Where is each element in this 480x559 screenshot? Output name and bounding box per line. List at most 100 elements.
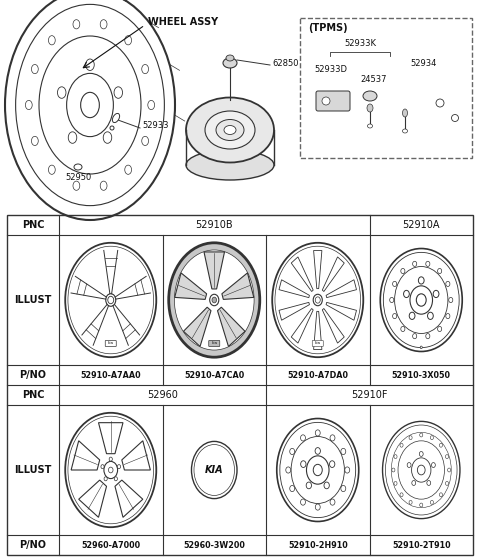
Ellipse shape <box>449 297 453 302</box>
Ellipse shape <box>439 493 443 497</box>
Ellipse shape <box>101 465 104 468</box>
Text: kia: kia <box>108 342 114 345</box>
Text: PNC: PNC <box>22 220 44 230</box>
Ellipse shape <box>403 109 408 117</box>
Text: 52960-3W200: 52960-3W200 <box>183 541 245 549</box>
Ellipse shape <box>439 443 443 447</box>
Ellipse shape <box>324 482 329 489</box>
Ellipse shape <box>416 294 426 306</box>
FancyBboxPatch shape <box>209 340 220 347</box>
Text: kia: kia <box>211 342 217 345</box>
Polygon shape <box>222 273 254 300</box>
Ellipse shape <box>428 312 433 319</box>
Ellipse shape <box>300 499 305 505</box>
Ellipse shape <box>226 55 234 61</box>
Ellipse shape <box>216 120 244 140</box>
Ellipse shape <box>32 136 38 145</box>
Ellipse shape <box>114 87 122 98</box>
Ellipse shape <box>418 465 425 475</box>
Ellipse shape <box>25 101 32 110</box>
Ellipse shape <box>112 113 120 122</box>
Text: 52910B: 52910B <box>195 220 233 230</box>
Text: 52934: 52934 <box>410 59 436 68</box>
Ellipse shape <box>73 20 80 29</box>
Text: 62850: 62850 <box>272 59 299 69</box>
Ellipse shape <box>109 457 112 461</box>
Ellipse shape <box>110 126 114 130</box>
Ellipse shape <box>108 296 114 304</box>
FancyBboxPatch shape <box>316 91 350 111</box>
Ellipse shape <box>407 463 411 467</box>
Ellipse shape <box>81 92 99 117</box>
Ellipse shape <box>445 454 448 458</box>
Ellipse shape <box>205 111 255 149</box>
Ellipse shape <box>125 165 132 174</box>
Text: 52933K: 52933K <box>344 40 376 49</box>
Text: 52960: 52960 <box>147 390 178 400</box>
Ellipse shape <box>341 448 346 454</box>
Ellipse shape <box>432 463 435 467</box>
Ellipse shape <box>401 268 405 273</box>
Polygon shape <box>217 307 245 347</box>
Ellipse shape <box>409 312 415 319</box>
Text: 52910-A7CA0: 52910-A7CA0 <box>184 371 244 380</box>
Ellipse shape <box>452 115 458 121</box>
Ellipse shape <box>142 64 148 74</box>
Bar <box>7 215 473 555</box>
FancyBboxPatch shape <box>312 340 323 347</box>
Ellipse shape <box>403 129 408 133</box>
Ellipse shape <box>86 59 94 70</box>
Ellipse shape <box>103 132 112 143</box>
Ellipse shape <box>390 297 394 302</box>
FancyBboxPatch shape <box>105 340 116 347</box>
Ellipse shape <box>394 454 397 458</box>
Ellipse shape <box>74 164 82 170</box>
Ellipse shape <box>413 261 417 267</box>
Ellipse shape <box>186 97 274 163</box>
Ellipse shape <box>431 435 433 439</box>
Text: 52910-2T910: 52910-2T910 <box>392 541 451 549</box>
Ellipse shape <box>142 136 148 145</box>
Ellipse shape <box>420 433 423 437</box>
Ellipse shape <box>446 281 450 287</box>
Polygon shape <box>183 307 211 347</box>
Ellipse shape <box>315 297 320 303</box>
Ellipse shape <box>186 150 274 180</box>
Text: ILLUST: ILLUST <box>14 295 52 305</box>
Ellipse shape <box>445 481 448 485</box>
Ellipse shape <box>174 250 254 350</box>
Ellipse shape <box>300 461 306 467</box>
Ellipse shape <box>330 435 335 441</box>
Ellipse shape <box>345 467 350 473</box>
Ellipse shape <box>392 468 395 472</box>
Ellipse shape <box>224 126 236 135</box>
Ellipse shape <box>290 485 295 491</box>
Ellipse shape <box>68 132 77 143</box>
Ellipse shape <box>118 465 120 468</box>
Text: 52910-2H910: 52910-2H910 <box>288 541 348 549</box>
Ellipse shape <box>413 334 417 339</box>
Ellipse shape <box>426 334 430 339</box>
Ellipse shape <box>420 503 423 507</box>
Text: PNC: PNC <box>22 390 44 400</box>
Ellipse shape <box>168 243 260 357</box>
Ellipse shape <box>431 500 433 504</box>
Ellipse shape <box>438 326 442 331</box>
Ellipse shape <box>447 468 451 472</box>
Ellipse shape <box>223 58 237 68</box>
Ellipse shape <box>420 346 422 349</box>
Polygon shape <box>204 252 225 289</box>
Text: 52910-3X050: 52910-3X050 <box>392 371 451 380</box>
Ellipse shape <box>368 124 372 128</box>
Polygon shape <box>175 273 206 300</box>
Ellipse shape <box>32 64 38 74</box>
Ellipse shape <box>48 165 55 174</box>
Ellipse shape <box>363 91 377 101</box>
Ellipse shape <box>148 101 155 110</box>
Text: 52910A: 52910A <box>403 220 440 230</box>
Ellipse shape <box>436 99 444 107</box>
Ellipse shape <box>300 435 305 441</box>
Ellipse shape <box>393 314 396 319</box>
Ellipse shape <box>100 20 107 29</box>
Ellipse shape <box>420 452 423 456</box>
